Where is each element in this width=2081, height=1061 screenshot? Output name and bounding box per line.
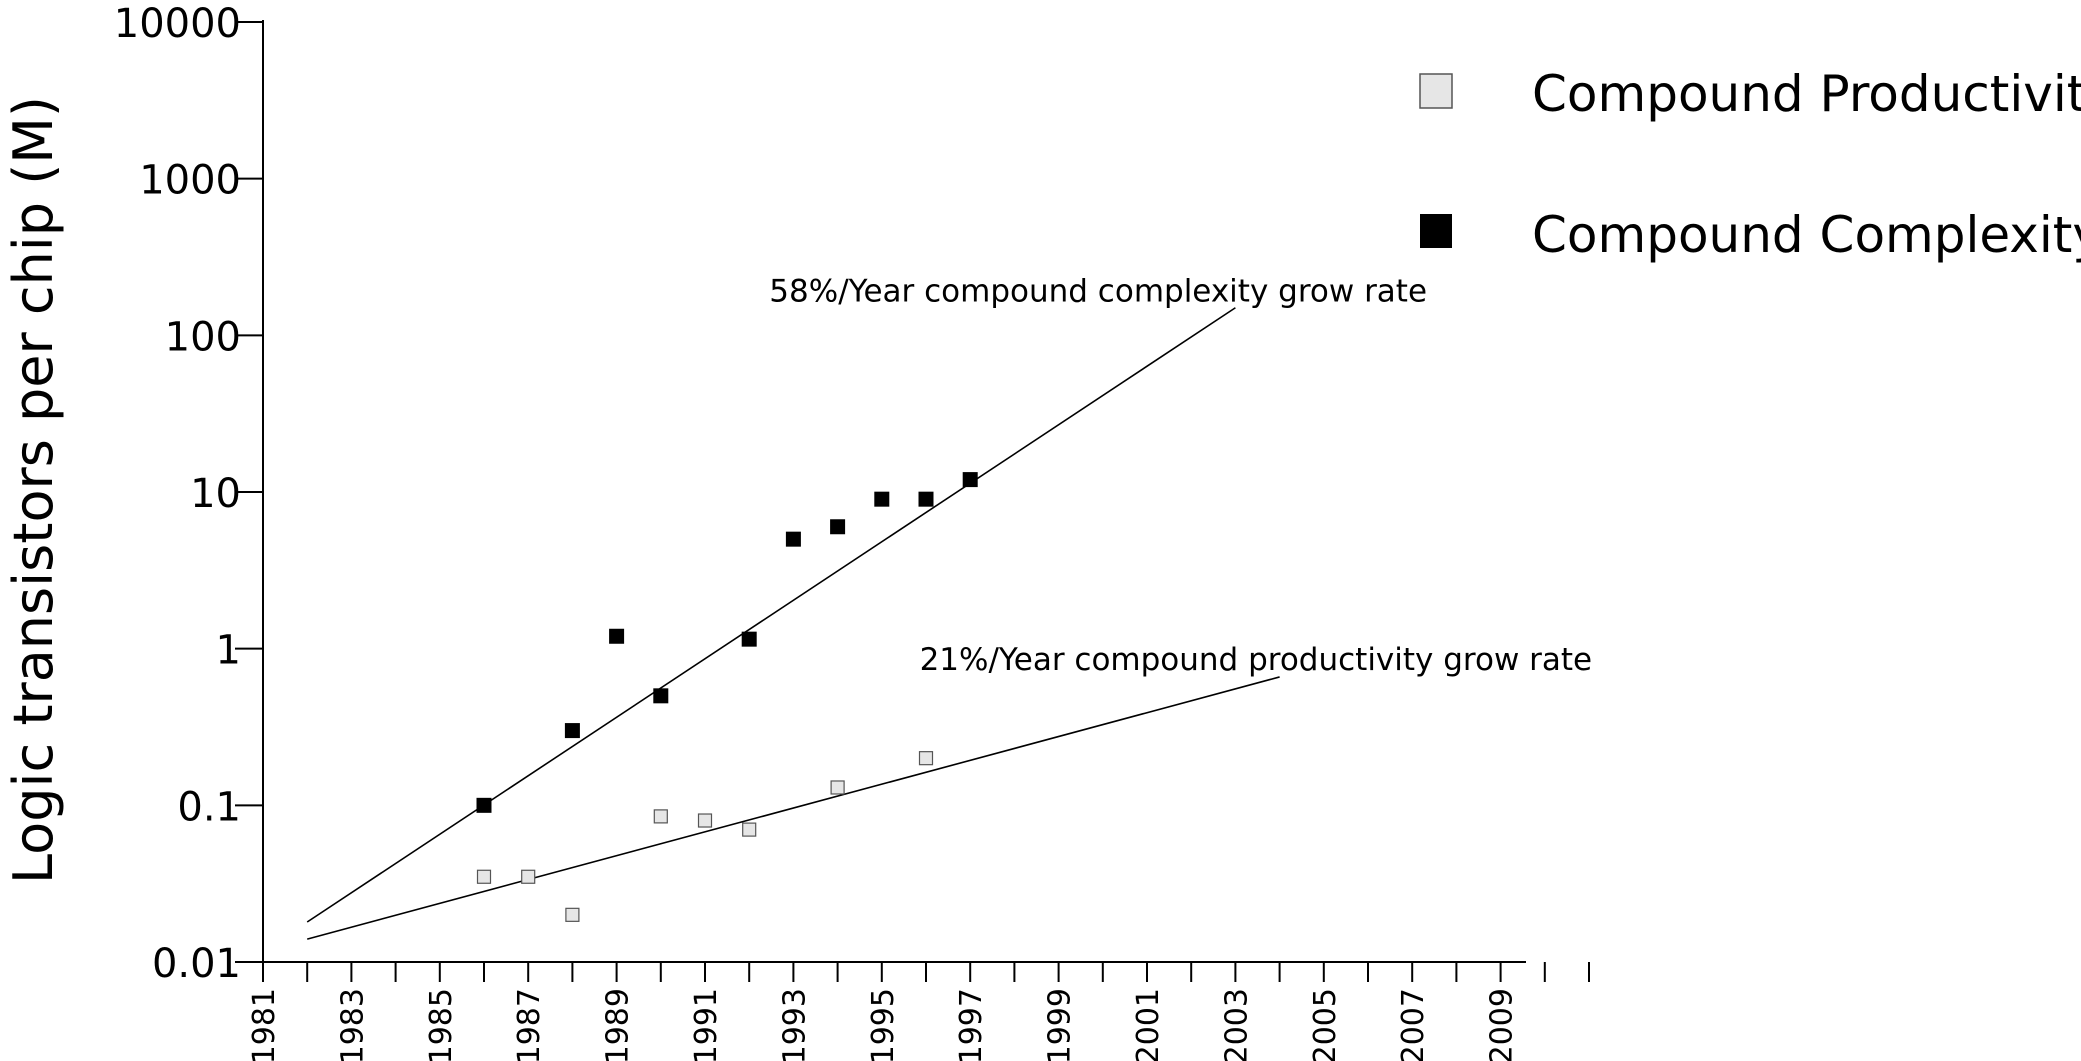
legend-swatch-productivity (1419, 73, 1453, 109)
point-compound-complexity-1992 (741, 631, 757, 647)
y-tick-label-0-1: 0.1 (177, 784, 241, 830)
y-axis-label: Logic transistors per chip (M) (2, 96, 65, 884)
y-tick-label-100: 100 (165, 314, 241, 360)
x-tick-label-1989: 1989 (601, 988, 636, 1061)
trendlines (306, 307, 1280, 940)
x-tick-label-2009: 2009 (1485, 988, 1520, 1061)
point-compound-productivity-1987 (521, 869, 536, 884)
x-tick-label-1991: 1991 (689, 988, 724, 1061)
point-compound-complexity-1993 (785, 531, 801, 547)
point-compound-complexity-1994 (830, 519, 846, 535)
legend-swatch-complexity (1420, 214, 1452, 248)
annotation-complexity-rate: 58%/Year compound complexity grow rate (769, 274, 1427, 310)
point-compound-complexity-1996 (918, 491, 934, 507)
point-compound-complexity-1997 (962, 472, 978, 488)
annotation-productivity-rate: 21%/Year compound productivity grow rate (920, 642, 1593, 678)
y-tick-label-10000: 10000 (114, 1, 241, 47)
x-tick-label-1985: 1985 (424, 988, 459, 1061)
annotations: 58%/Year compound complexity grow rate 2… (769, 274, 1592, 678)
x-tick-label-1987: 1987 (512, 988, 547, 1061)
x-tick-label-1993: 1993 (777, 988, 812, 1061)
point-compound-complexity-1990 (653, 688, 669, 704)
legend-label-complexity: Compound Complexity (1532, 206, 2081, 264)
point-compound-productivity-1991 (697, 813, 713, 828)
legend: Compound Productivity Compound Complexit… (1419, 65, 2081, 264)
x-tick-label-2003: 2003 (1219, 988, 1254, 1061)
point-compound-productivity-1990 (653, 809, 668, 824)
x-tick-label-2001: 2001 (1131, 988, 1166, 1061)
point-compound-complexity-1989 (609, 628, 625, 644)
point-compound-complexity-1986 (476, 797, 492, 813)
x-tick-label-1995: 1995 (866, 988, 901, 1061)
point-compound-complexity-1995 (874, 491, 890, 507)
legend-label-productivity: Compound Productivity (1532, 65, 2081, 123)
point-compound-productivity-1986 (476, 869, 492, 884)
markers (476, 472, 978, 922)
y-tick-label-10: 10 (190, 471, 241, 517)
point-compound-productivity-1988 (565, 907, 580, 922)
point-compound-productivity-1996 (918, 751, 934, 766)
x-tick-label-1999: 1999 (1043, 988, 1078, 1061)
x-tick-label-1983: 1983 (335, 988, 370, 1061)
complexity-trend-line (306, 307, 1236, 923)
x-tick-label-1981: 1981 (247, 988, 282, 1061)
point-compound-complexity-1988 (564, 723, 580, 739)
productivity-trend-line (306, 676, 1280, 940)
point-compound-productivity-1992 (742, 822, 757, 837)
y-tick-label-1000: 1000 (139, 158, 241, 204)
x-tick-label-1997: 1997 (954, 988, 989, 1061)
x-tick-label-2007: 2007 (1396, 988, 1431, 1061)
point-compound-productivity-1994 (830, 780, 845, 795)
y-tick-label-0-01: 0.01 (152, 941, 241, 987)
y-tick-label-1: 1 (216, 628, 241, 674)
x-tick-label-2005: 2005 (1308, 988, 1343, 1061)
